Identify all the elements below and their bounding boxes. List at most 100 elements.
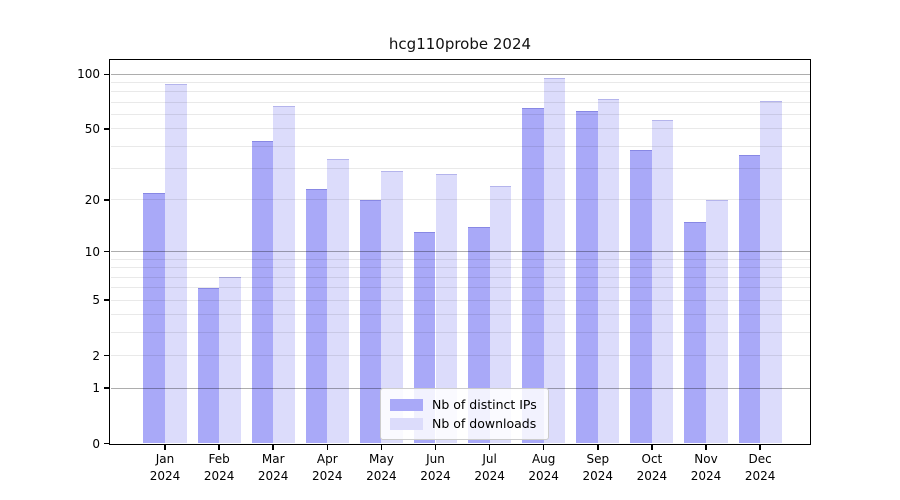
- bar-apr-downloads: [327, 159, 349, 444]
- x-tick-year: 2024: [149, 468, 181, 483]
- gridline-minor-30: [110, 168, 810, 170]
- plot-frame: [109, 59, 811, 445]
- legend: Nb of distinct IPs Nb of downloads: [380, 388, 549, 440]
- bar-mar-distinct-ips: [251, 140, 274, 444]
- gridline-minor-80: [110, 91, 810, 93]
- y-tick-label-50: 50: [84, 121, 100, 136]
- legend-swatch-downloads-icon: [390, 417, 423, 430]
- bar-jul-downloads: [489, 185, 512, 444]
- gridline-major-10: [110, 251, 810, 253]
- y-tick-label-5: 5: [92, 293, 100, 308]
- x-tick-label-jun: Jun 2024: [408, 451, 464, 484]
- x-tick-year: 2024: [312, 468, 343, 483]
- x-tick-year: 2024: [257, 468, 289, 483]
- x-tick-aug: [542, 444, 545, 450]
- x-tick-year: 2024: [744, 468, 776, 483]
- x-tick-year: 2024: [366, 468, 397, 483]
- gridline-minor-4: [110, 314, 810, 316]
- x-tick-label-dec: Dec 2024: [732, 451, 788, 484]
- x-tick-month: Oct: [641, 452, 663, 466]
- x-tick-apr: [326, 444, 329, 450]
- x-tick-dec: [759, 444, 761, 450]
- bar-oct-downloads: [651, 120, 674, 444]
- x-tick-label-jul: Jul 2024: [462, 451, 518, 484]
- y-tick-label-1: 1: [92, 381, 100, 396]
- legend-label-distinct-ips: Nb of distinct IPs: [432, 397, 537, 412]
- y-tick-100: [104, 73, 109, 76]
- x-tick-month: Jun: [426, 452, 445, 466]
- bar-aug-distinct-ips: [522, 108, 544, 444]
- x-tick-oct: [651, 444, 653, 450]
- bar-aug-downloads: [543, 78, 566, 444]
- x-tick-jan: [164, 444, 166, 450]
- x-tick-label-apr: Apr 2024: [299, 451, 355, 484]
- y-tick-label-20: 20: [84, 192, 100, 207]
- x-tick-label-oct: Oct 2024: [624, 451, 680, 484]
- bar-jan-distinct-ips: [143, 192, 165, 444]
- x-tick-label-aug: Aug 2024: [516, 451, 572, 484]
- x-tick-label-mar: Mar 2024: [245, 451, 301, 484]
- gridline-minor-50: [110, 128, 810, 130]
- bar-may-downloads: [381, 171, 403, 444]
- bar-apr-distinct-ips: [305, 189, 328, 444]
- x-tick-label-feb: Feb 2024: [191, 451, 247, 484]
- bar-may-distinct-ips: [359, 199, 382, 444]
- y-tick-20: [104, 199, 109, 201]
- x-tick-month: Dec: [748, 452, 772, 466]
- bar-feb-distinct-ips: [197, 287, 220, 444]
- x-tick-month: Sep: [586, 452, 610, 466]
- bar-jan-downloads: [165, 84, 187, 444]
- x-tick-label-may: May 2024: [353, 451, 409, 484]
- x-tick-month: Feb: [208, 452, 230, 466]
- legend-item-downloads: Nb of downloads: [390, 414, 537, 433]
- gridline-minor-60: [110, 114, 810, 116]
- gridline-minor-9: [110, 258, 810, 260]
- legend-swatch-distinct-ips-icon: [390, 398, 423, 411]
- gridline-minor-7: [110, 276, 810, 278]
- y-tick-10: [104, 250, 109, 253]
- chart-title: hcg110probe 2024: [388, 35, 532, 53]
- bar-dec-distinct-ips: [738, 154, 761, 444]
- x-tick-year: 2024: [690, 468, 722, 483]
- gridline-minor-90: [110, 82, 810, 84]
- gridline-minor-70: [110, 101, 810, 103]
- x-tick-year: 2024: [203, 468, 235, 483]
- x-tick-label-nov: Nov 2024: [678, 451, 734, 484]
- y-tick-label-0: 0: [92, 436, 100, 451]
- x-tick-year: 2024: [474, 468, 505, 483]
- x-tick-jun: [434, 444, 437, 450]
- gridline-major-100: [110, 73, 810, 75]
- bar-feb-downloads: [219, 277, 241, 444]
- x-tick-year: 2024: [636, 468, 668, 483]
- x-tick-month: Nov: [694, 452, 718, 466]
- gridline-minor-5: [110, 299, 810, 301]
- x-tick-year: 2024: [420, 468, 451, 483]
- y-tick-label-2: 2: [92, 348, 100, 363]
- gridline-minor-6: [110, 287, 810, 289]
- y-tick-2: [104, 354, 109, 357]
- x-tick-year: 2024: [582, 468, 614, 483]
- legend-item-distinct-ips: Nb of distinct IPs: [390, 395, 537, 414]
- x-tick-year: 2024: [528, 468, 559, 483]
- x-tick-month: Aug: [531, 452, 556, 466]
- x-tick-month: May: [368, 452, 394, 466]
- x-tick-sep: [597, 444, 599, 450]
- bar-nov-downloads: [706, 199, 728, 444]
- bar-nov-distinct-ips: [684, 221, 706, 444]
- y-tick-1: [104, 387, 109, 389]
- x-tick-nov: [705, 444, 707, 450]
- x-tick-label-jan: Jan 2024: [137, 451, 193, 484]
- gridline-minor-8: [110, 267, 810, 269]
- bar-mar-downloads: [273, 105, 295, 444]
- gridline-minor-2: [110, 355, 810, 357]
- y-tick-50: [104, 128, 109, 130]
- bar-jun-downloads: [435, 174, 458, 444]
- y-tick-0: [104, 442, 109, 445]
- x-tick-month: Apr: [316, 452, 338, 466]
- y-tick-5: [104, 299, 109, 301]
- x-tick-month: Jan: [155, 452, 175, 466]
